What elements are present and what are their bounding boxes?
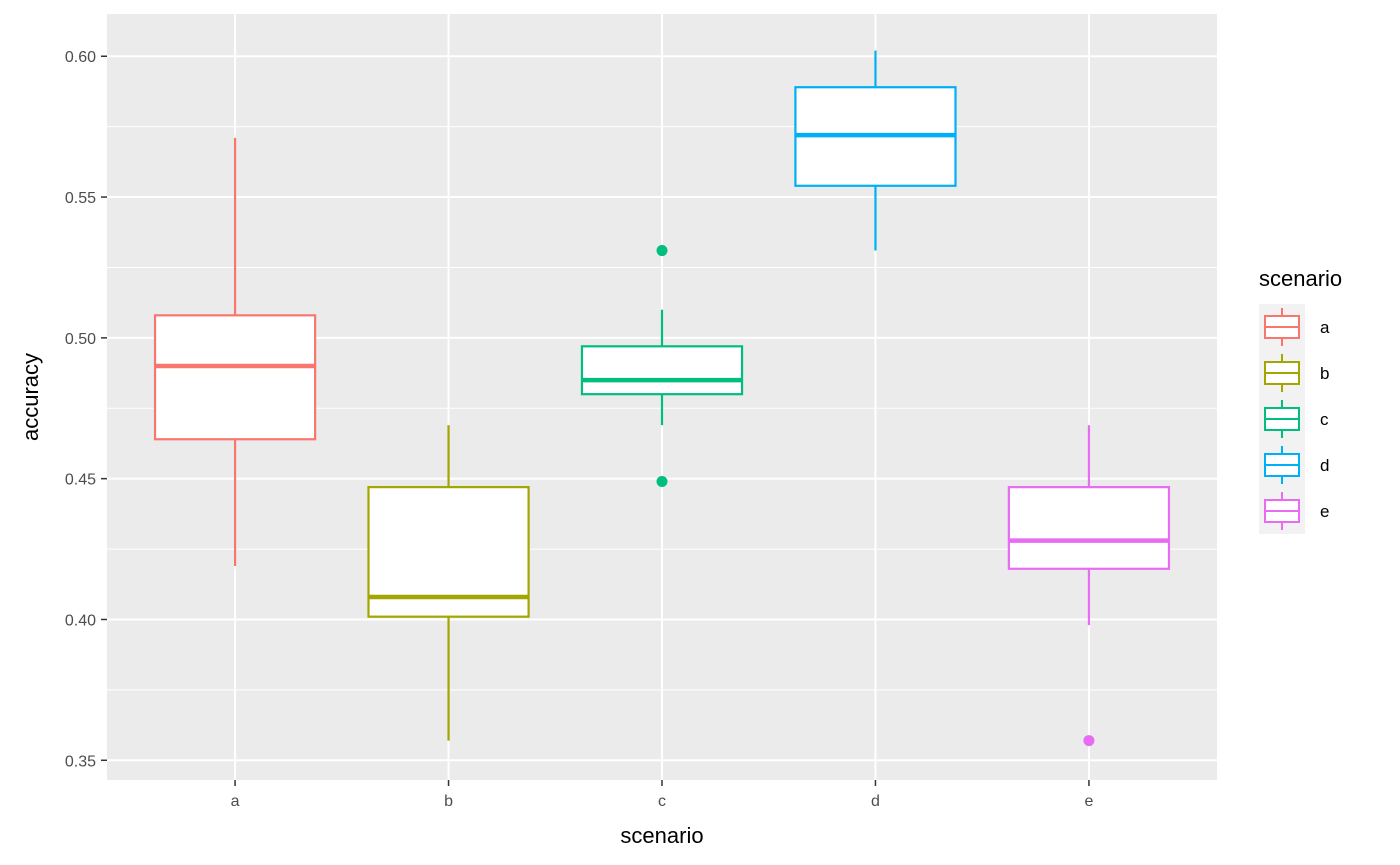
y-tick-label: 0.60 [65,49,96,66]
box-e [1007,425,1171,747]
box-d [794,50,957,251]
outlier-point [656,475,668,487]
x-tick-label: d [871,793,880,810]
box-c [580,245,744,487]
legend-label: e [1320,502,1329,521]
legend-label: c [1320,410,1329,429]
box-layer [153,50,1171,747]
legend: scenario a b c d e [1259,266,1342,534]
legend-item-c: c [1259,396,1329,442]
legend-label: b [1320,364,1329,383]
box-b [367,425,530,741]
iqr-box [1007,486,1171,570]
x-axis: a b c d e [231,780,1093,810]
y-tick-label: 0.40 [65,612,96,629]
y-axis-title: accuracy [18,353,43,441]
y-tick-label: 0.45 [65,472,96,489]
x-tick-label: c [658,793,666,810]
x-tick-label: b [444,793,453,810]
box-a [153,137,317,566]
outlier-point [1083,735,1095,747]
x-axis-title: scenario [620,823,703,848]
legend-item-b: b [1259,350,1329,396]
y-tick-label: 0.35 [65,753,96,770]
y-tick-label: 0.50 [65,331,96,348]
y-axis: 0.35 0.40 0.45 0.50 0.55 0.60 [65,49,107,770]
legend-item-e: e [1259,488,1329,534]
y-tick-label: 0.55 [65,190,96,207]
legend-keys: a b c d e [1259,304,1330,534]
legend-item-a: a [1259,304,1330,350]
legend-title: scenario [1259,266,1342,291]
legend-label: a [1320,318,1330,337]
outlier-point [656,245,668,257]
legend-item-d: d [1259,442,1329,488]
iqr-box [580,345,744,396]
x-tick-label: e [1084,793,1093,810]
iqr-box [153,314,317,441]
legend-label: d [1320,456,1329,475]
x-tick-label: a [231,793,240,810]
